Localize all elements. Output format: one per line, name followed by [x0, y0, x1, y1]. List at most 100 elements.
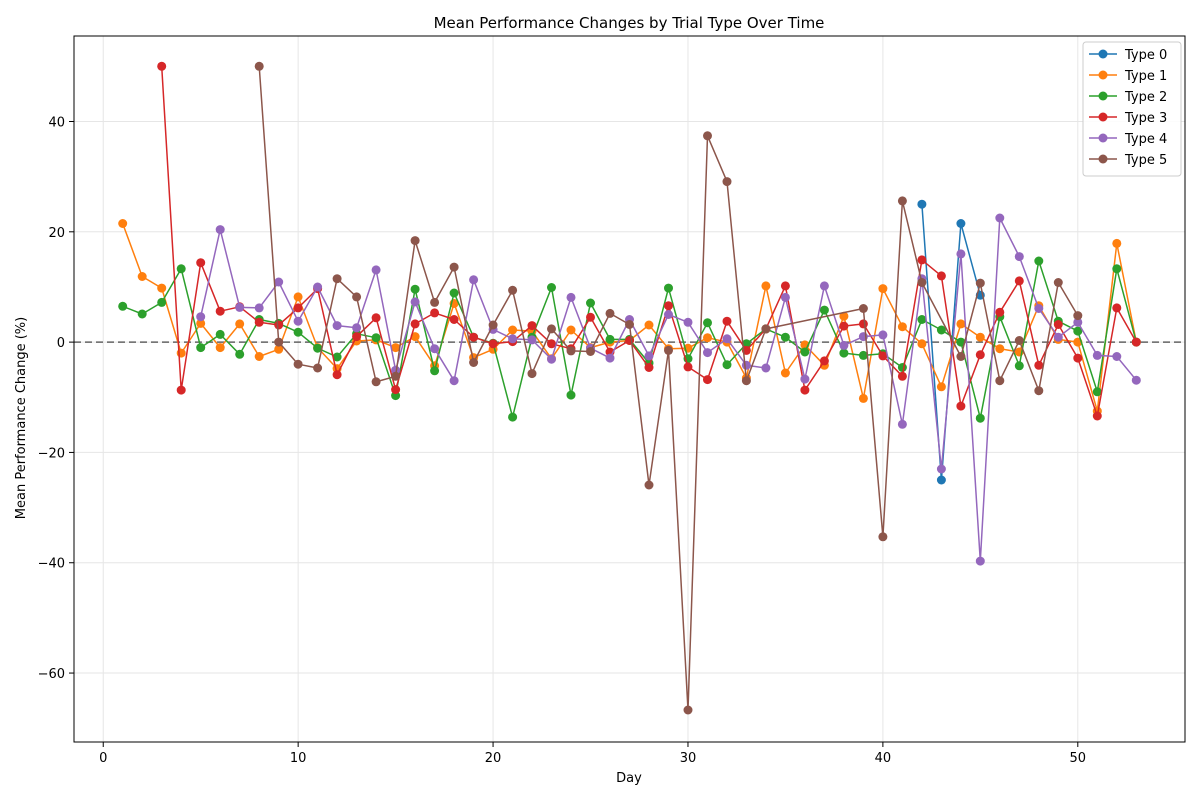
- legend-item: Type 3: [1089, 111, 1167, 126]
- data-point: [332, 352, 342, 362]
- data-point: [566, 346, 576, 356]
- data-point: [1112, 238, 1122, 248]
- series-type-5: [254, 61, 1083, 715]
- data-point: [780, 368, 790, 378]
- y-tick-label: −20: [38, 446, 65, 461]
- y-tick-label: −60: [38, 667, 65, 682]
- data-point: [586, 347, 595, 356]
- data-point: [878, 351, 888, 361]
- data-point: [800, 385, 810, 395]
- data-point: [683, 362, 693, 372]
- data-point: [858, 393, 868, 403]
- data-point: [878, 532, 888, 542]
- data-point: [1053, 278, 1063, 287]
- data-point: [254, 317, 264, 327]
- x-axis-ticks: 0 10 20 30 40 50: [99, 742, 1086, 766]
- data-point: [313, 343, 323, 353]
- y-tick-label: 40: [48, 115, 65, 130]
- data-point: [741, 360, 751, 370]
- data-point: [1014, 336, 1024, 345]
- data-point: [274, 344, 284, 354]
- data-point: [547, 283, 556, 292]
- data-point: [352, 323, 362, 333]
- data-point: [1034, 256, 1044, 266]
- y-tick-label: 0: [57, 336, 65, 351]
- data-point: [449, 262, 459, 272]
- data-point: [586, 312, 595, 322]
- data-point: [917, 255, 927, 265]
- data-point: [352, 292, 362, 302]
- data-point: [1014, 252, 1024, 262]
- data-point: [1131, 337, 1141, 347]
- data-point: [235, 349, 245, 359]
- data-point: [391, 385, 401, 395]
- data-point: [975, 413, 985, 423]
- data-point: [703, 131, 712, 141]
- data-point: [897, 363, 907, 372]
- data-point: [839, 348, 849, 358]
- data-point: [703, 318, 712, 328]
- data-point: [137, 309, 147, 319]
- data-point: [566, 292, 576, 302]
- data-point: [878, 284, 888, 294]
- data-point: [1034, 360, 1044, 370]
- data-point: [254, 61, 264, 71]
- data-point: [293, 292, 303, 302]
- data-point: [274, 337, 284, 347]
- data-point: [547, 354, 556, 364]
- data-point: [703, 375, 712, 385]
- data-point: [293, 316, 303, 326]
- data-point: [683, 317, 693, 327]
- data-point: [430, 366, 440, 376]
- data-point: [430, 297, 440, 307]
- data-point: [1112, 352, 1122, 361]
- data-point: [605, 334, 615, 344]
- data-point: [313, 363, 323, 373]
- data-point: [547, 324, 556, 334]
- data-point: [215, 225, 225, 235]
- data-point: [488, 339, 498, 349]
- data-point: [956, 249, 966, 259]
- data-point: [605, 308, 615, 318]
- data-point: [176, 264, 186, 274]
- legend-label: Type 2: [1124, 90, 1167, 105]
- x-tick-label: 20: [485, 751, 502, 766]
- data-point: [508, 285, 518, 295]
- data-point: [897, 371, 907, 381]
- legend-item: Type 1: [1089, 69, 1167, 84]
- data-point: [410, 297, 420, 307]
- data-point: [936, 475, 946, 485]
- data-point: [839, 340, 849, 350]
- data-point: [683, 705, 693, 715]
- data-point: [800, 347, 810, 357]
- data-point: [995, 376, 1005, 386]
- data-point: [235, 302, 245, 312]
- data-point: [819, 356, 829, 366]
- data-point: [703, 333, 712, 343]
- data-point: [780, 332, 790, 342]
- legend-marker: [1098, 112, 1108, 122]
- data-point: [722, 316, 732, 326]
- data-point: [254, 352, 264, 361]
- legend-marker: [1098, 154, 1108, 164]
- data-point: [430, 344, 440, 354]
- plot-frame: [73, 35, 1186, 743]
- legend-label: Type 0: [1124, 48, 1167, 63]
- data-point: [196, 318, 206, 328]
- data-point: [410, 236, 420, 246]
- data-point: [274, 277, 284, 287]
- data-point: [936, 464, 946, 474]
- data-point: [625, 336, 634, 345]
- data-point: [858, 350, 868, 360]
- data-point: [1092, 387, 1102, 397]
- data-point: [819, 305, 829, 315]
- data-point: [547, 339, 556, 349]
- data-point: [449, 315, 459, 324]
- legend-marker: [1098, 49, 1108, 59]
- data-point: [176, 385, 186, 395]
- data-point: [917, 199, 927, 209]
- data-point: [819, 281, 829, 291]
- data-point: [371, 265, 381, 275]
- data-point: [917, 278, 927, 287]
- data-point: [586, 298, 595, 308]
